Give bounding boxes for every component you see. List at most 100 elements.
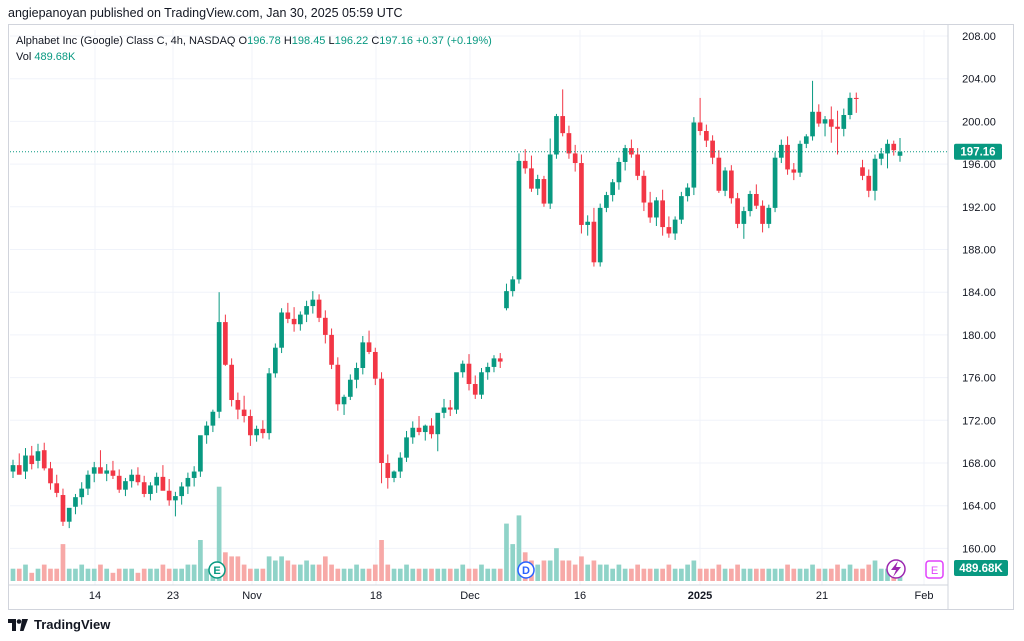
candle: [872, 154, 878, 201]
volume-label: Vol: [16, 51, 32, 63]
candle: [404, 430, 409, 462]
volume-bar: [304, 560, 309, 581]
candle: [660, 189, 665, 236]
candle: [741, 206, 747, 239]
y-tick-label: 200.00: [962, 116, 996, 128]
candle: [797, 140, 803, 177]
footer-brand[interactable]: TradingView: [8, 617, 110, 632]
candle: [454, 372, 459, 414]
candle: [73, 493, 78, 515]
candle: [510, 276, 516, 297]
volume-bar: [741, 568, 747, 581]
y-tick-label: 172.00: [962, 415, 996, 427]
earnings-marker-feb[interactable]: E: [925, 560, 944, 579]
candle: [385, 454, 391, 489]
candle: [329, 328, 334, 370]
y-tick-label: 176.00: [962, 373, 996, 385]
last-price-tag: 197.16: [954, 143, 1002, 160]
candle: [616, 157, 622, 190]
volume-bar: [466, 568, 472, 581]
volume-bar: [260, 568, 266, 581]
candle: [841, 108, 847, 137]
candle: [685, 183, 690, 202]
volume-value-label: 489.68K: [959, 563, 1003, 575]
volume-bar: [123, 568, 128, 581]
volume-bar: [91, 568, 97, 581]
volume-bar: [354, 564, 359, 581]
volume-bar: [629, 568, 634, 581]
dividend-marker[interactable]: D: [517, 561, 535, 579]
volume-bar: [841, 568, 847, 581]
candle: [672, 216, 678, 240]
publisher-caption: angiepanoyan published on TradingView.co…: [8, 6, 403, 20]
volume-bar: [248, 568, 253, 581]
candle: [604, 191, 609, 213]
candle: [410, 421, 416, 444]
volume-bar: [878, 568, 884, 581]
volume-bar: [622, 568, 628, 581]
volume-bar: [372, 564, 378, 581]
candle: [485, 362, 491, 380]
volume-bar: [810, 564, 815, 581]
volume-bar: [198, 540, 203, 581]
volume-bar: [547, 560, 553, 581]
candle: [835, 110, 840, 155]
volume-bar: [416, 568, 422, 581]
volume-bar: [347, 568, 353, 581]
x-axis[interactable]: 14 23 Nov 18 Dec 16 2025 21 Feb: [8, 584, 948, 602]
candle: [129, 469, 135, 488]
candle: [123, 477, 128, 497]
candle: [766, 204, 772, 229]
candle: [191, 466, 197, 487]
candle: [254, 425, 259, 442]
volume-bar: [35, 568, 41, 581]
candle: [860, 159, 865, 181]
candle: [297, 311, 303, 331]
y-axis[interactable]: 208.00 204.00 200.00 196.00 192.00 188.00 184.…: [947, 24, 996, 610]
volume-bar: [835, 564, 840, 581]
volume-bar: [647, 568, 653, 581]
open-value: 196.78: [247, 35, 281, 47]
volume-bar: [273, 560, 278, 581]
candle: [416, 416, 422, 436]
y-tick-label: 180.00: [962, 330, 996, 342]
candle: [635, 148, 640, 181]
candle: [491, 355, 497, 373]
y-tick-label: 188.00: [962, 245, 996, 257]
candle: [622, 144, 628, 171]
volume-bar: [460, 564, 466, 581]
candle: [304, 300, 309, 323]
candle: [310, 291, 316, 314]
candle: [654, 197, 659, 227]
volume-bar: [729, 568, 734, 581]
volume-bar: [735, 564, 740, 581]
volume-bar: [485, 568, 491, 581]
candle: [273, 343, 278, 378]
x-tick-label: 21: [816, 590, 828, 602]
candle: [429, 418, 434, 439]
candle: [422, 424, 428, 441]
chart-frame[interactable]: [8, 24, 1014, 610]
candle: [878, 148, 884, 166]
candle: [360, 335, 366, 375]
earnings-marker-oct[interactable]: E: [208, 561, 226, 579]
symbol-title: Alphabet Inc (Google) Class C, 4h, NASDA…: [16, 35, 236, 47]
candle: [166, 479, 172, 506]
volume-bar: [16, 568, 22, 581]
volume-bar: [747, 568, 753, 581]
volume-bar: [654, 568, 659, 581]
candle: [316, 294, 322, 323]
candle: [391, 470, 397, 483]
lightning-icon[interactable]: [886, 559, 906, 579]
x-tick-label: 23: [167, 590, 179, 602]
candle: [241, 395, 247, 423]
candle: [173, 491, 178, 517]
volume-bar: [104, 568, 110, 581]
volume-bar: [141, 568, 147, 581]
volume-bar: [241, 564, 247, 581]
candle: [760, 200, 765, 233]
candle: [235, 392, 241, 420]
volume-bar: [753, 568, 759, 581]
candle: [79, 482, 85, 505]
